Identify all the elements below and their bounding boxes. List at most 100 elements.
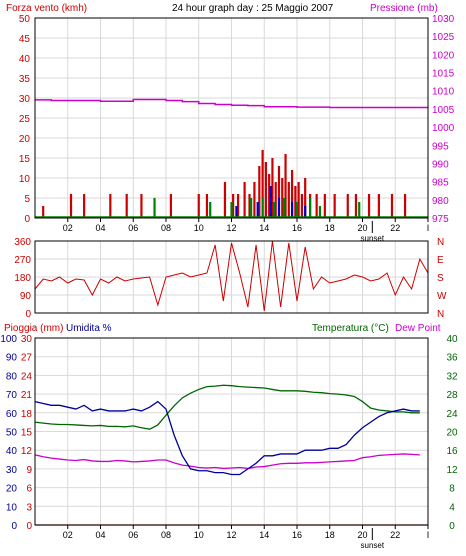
wind-bar	[377, 194, 380, 218]
wind-bar	[264, 162, 267, 218]
wind-bar	[268, 174, 271, 218]
sunset-label: sunset	[361, 541, 385, 550]
rain-axis-tick: 18	[21, 409, 33, 420]
wind-bar	[243, 182, 246, 218]
pressure-axis-tick: 1025	[432, 32, 455, 43]
wind-bar	[367, 194, 371, 218]
sunset-label: sunset	[361, 234, 385, 243]
temperature-axis-tick: 40	[446, 334, 458, 345]
pressure-axis-tick: 985	[432, 178, 449, 189]
wind-axis-tick: 10	[19, 174, 31, 185]
x-tick-label: 20	[357, 530, 367, 540]
wind-bar	[297, 182, 300, 218]
wind-bar	[300, 194, 304, 218]
humidity-axis-tick: 30	[6, 465, 18, 476]
humidity-axis-tick: 70	[6, 390, 18, 401]
rain-axis-tick: 24	[21, 371, 33, 382]
humidity-axis-tick: 80	[6, 371, 18, 382]
pressure-axis-tick: 1000	[432, 123, 455, 134]
temperature-axis-tick: 0	[449, 521, 455, 532]
wind-bar	[304, 178, 307, 218]
compass-axis-tick: N	[437, 237, 444, 248]
x-tick-label: 02	[63, 530, 73, 540]
x-tick-label: 06	[128, 223, 138, 233]
x-tick-label: 16	[292, 223, 302, 233]
rain-axis-tick: 6	[26, 484, 32, 495]
wind-bar	[236, 194, 240, 218]
wind-bar	[287, 182, 290, 218]
temperature-axis-tick: 36	[446, 353, 458, 364]
x-tick-label: 08	[161, 223, 171, 233]
pressure-axis-tick: 1020	[432, 50, 455, 61]
wind-bar	[258, 166, 261, 218]
pressure-axis-tick: 990	[432, 159, 449, 170]
wind-bar	[253, 182, 256, 218]
temperature-axis-tick: 32	[446, 371, 458, 382]
pressure-line	[35, 98, 428, 109]
gust-green-bar	[318, 206, 322, 218]
compass-axis-tick: W	[437, 291, 447, 302]
rain-axis-tick: 12	[21, 446, 33, 457]
x-tick-label: 22	[390, 223, 400, 233]
wind-direction-line	[34, 240, 429, 312]
gust-blue-bar	[290, 202, 294, 218]
compass-axis-tick: N	[437, 309, 444, 320]
dewpoint-header: Dew Point	[395, 323, 441, 334]
x-tick-label: 02	[63, 223, 73, 233]
rain-axis-tick: 0	[26, 521, 32, 532]
dewpoint-line	[34, 453, 420, 470]
wind-bar	[315, 194, 318, 218]
direction-axis-tick: 180	[14, 273, 31, 284]
wind-axis-tick: 15	[19, 154, 31, 165]
humidity-header: Umidita %	[66, 323, 112, 334]
rain-axis-tick: 3	[26, 502, 32, 513]
x-tick-label: 16	[292, 530, 302, 540]
wind-bar	[277, 166, 281, 218]
gust-green-bar	[358, 202, 361, 218]
pressure-axis-tick: 1005	[432, 105, 455, 116]
humidity-axis-tick: 50	[6, 428, 18, 439]
x-tick-label: 10	[194, 530, 204, 540]
x-tick-label: 22	[390, 530, 400, 540]
gust-blue-bar	[277, 198, 281, 218]
x-tick-label: 08	[161, 530, 171, 540]
wind-bar	[284, 154, 287, 218]
gust-blue-bar	[269, 186, 272, 218]
humidity-line	[34, 400, 420, 476]
wind-speed-header: Forza vento (kmh)	[6, 3, 87, 14]
gust-green-bar	[309, 198, 312, 218]
pressure-axis-tick: 1030	[432, 14, 455, 25]
temperature-line	[34, 384, 420, 430]
pressure-axis-tick: 1015	[432, 69, 455, 80]
temperature-header: Temperatura (°C)	[312, 323, 389, 334]
compass-axis-tick: E	[437, 255, 444, 266]
humidity-axis-tick: 0	[11, 521, 17, 532]
x-tick-label: 10	[194, 223, 204, 233]
wind-axis-tick: 0	[24, 214, 30, 225]
pressure-header: Pressione (mb)	[370, 3, 438, 14]
gust-blue-bar	[235, 206, 238, 218]
temperature-axis-tick: 12	[446, 465, 458, 476]
wind-axis-tick: 30	[19, 94, 31, 105]
wind-bar	[169, 194, 173, 218]
wind-pressure-panel: 0510152025303540455097598098599099510001…	[19, 14, 455, 243]
pressure-axis-tick: 975	[432, 214, 449, 225]
rain-axis-tick: 30	[21, 334, 33, 345]
wind-bar	[223, 182, 227, 218]
wind-bar	[125, 194, 128, 218]
wind-bar	[390, 194, 394, 218]
wind-axis-tick: 35	[19, 74, 31, 85]
pressure-axis-tick: 995	[432, 141, 449, 152]
wind-bar	[83, 194, 86, 218]
gust-green-bar	[230, 202, 233, 218]
gust-green-bar	[209, 202, 212, 218]
wind-bar	[354, 194, 358, 218]
x-tick-label: 18	[325, 223, 335, 233]
wind-bar	[281, 178, 284, 218]
temperature-axis-tick: 4	[449, 502, 455, 513]
wind-axis-tick: 40	[19, 54, 31, 65]
x-tick-label: I	[427, 530, 430, 540]
x-tick-label: 04	[95, 530, 105, 540]
